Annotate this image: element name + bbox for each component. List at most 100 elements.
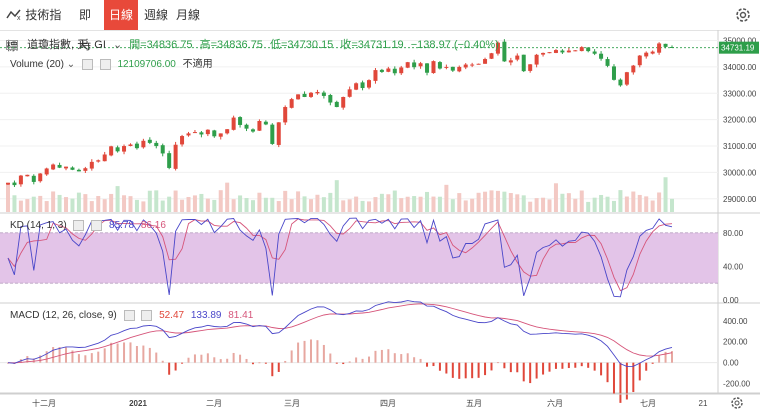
macd-close-icon[interactable] <box>141 310 153 321</box>
macd-histogram-bar <box>554 362 557 369</box>
volume-bar <box>302 196 307 212</box>
price-tick-label: 35000.00 <box>723 37 757 46</box>
macd-label[interactable]: MACD (12, 26, close, 9) <box>10 310 117 322</box>
kd-label[interactable]: KD (14, 1, 3) <box>10 220 67 232</box>
volume-bar <box>6 182 10 212</box>
macd-histogram-bar <box>58 347 61 363</box>
tab-weekly[interactable]: 週線 <box>144 8 169 22</box>
macd-histogram-bar <box>303 340 306 363</box>
candle-body <box>605 59 610 66</box>
macd-histogram-bar <box>477 362 480 378</box>
candle-body <box>154 142 159 147</box>
volume-bar <box>553 183 558 212</box>
candle-body <box>199 132 204 135</box>
volume-bar <box>541 197 546 212</box>
candle-body <box>128 144 133 146</box>
chevron-down-icon[interactable]: ⌄ <box>66 59 76 70</box>
macd-histogram-bar <box>65 347 68 363</box>
high-value: 高=34836.75 <box>199 39 263 51</box>
candle-body <box>173 144 178 169</box>
volume-bar <box>650 200 655 212</box>
macd-histogram-bar <box>200 354 203 363</box>
candle-body <box>18 175 23 185</box>
macd-histogram-bar <box>148 347 151 363</box>
candle-body <box>115 147 120 152</box>
volume-bar <box>399 198 404 212</box>
macd-histogram-bar <box>90 353 93 363</box>
candle-body <box>341 96 346 108</box>
candle-body <box>483 59 488 64</box>
x-tick-label: 二月 <box>206 399 222 408</box>
kd-settings-icon[interactable] <box>73 220 85 231</box>
macd-histogram-bar <box>619 362 622 403</box>
macd-histogram-bar <box>638 362 641 381</box>
candle-body <box>102 154 107 162</box>
kd-close-icon[interactable] <box>91 220 103 231</box>
candle-body <box>418 63 423 67</box>
macd-value-1: 52.47 <box>159 310 185 322</box>
macd-histogram-bar <box>393 353 396 363</box>
candle-body <box>425 63 430 73</box>
macd-histogram-bar <box>406 353 409 363</box>
macd-histogram-bar <box>522 362 525 382</box>
volume-close-icon[interactable] <box>99 58 111 70</box>
macd-histogram-bar <box>380 349 383 363</box>
macd-histogram-bar <box>239 354 242 363</box>
macd-value-2: 133.89 <box>190 310 222 322</box>
volume-bar <box>328 192 333 212</box>
candle-body <box>334 101 339 108</box>
x-tick-label: 21 <box>699 399 708 408</box>
macd-histogram-bar <box>496 362 499 364</box>
macd-histogram-bar <box>45 351 48 363</box>
macd-histogram-bar <box>297 342 300 363</box>
collapse-toggle[interactable] <box>6 40 18 51</box>
symbol-label[interactable]: 道瓊指數, 天, GI <box>27 39 106 51</box>
candle-body <box>489 53 494 59</box>
volume-bar <box>115 186 120 212</box>
macd-histogram-bar <box>174 362 177 371</box>
macd-tick-label: 200.00 <box>723 338 748 347</box>
volume-bar <box>354 196 359 212</box>
candle-body <box>631 65 636 73</box>
chart-canvas[interactable]: 35000.00 34000.00 33000.00 32000.00 31000.00… <box>0 30 760 415</box>
macd-legend: MACD (12, 26, close, 9) 52.47 133.89 81.… <box>10 310 253 321</box>
candle-body <box>611 66 616 80</box>
candle-body <box>134 143 139 149</box>
kd-k-line <box>7 217 673 298</box>
chart-grid <box>0 30 760 394</box>
macd-histogram-bar <box>361 358 364 363</box>
axis-settings-gear-icon[interactable] <box>731 397 743 409</box>
macd-settings-icon[interactable] <box>123 310 135 321</box>
macd-histogram-bar <box>374 350 377 363</box>
macd-histogram-bar <box>77 354 80 363</box>
volume-bar <box>528 201 533 212</box>
volume-settings-icon[interactable] <box>81 58 93 70</box>
volume-label[interactable]: Volume (20) <box>10 59 64 70</box>
macd-histogram-bar <box>258 362 261 364</box>
macd-histogram-bar <box>142 345 145 363</box>
macd-histogram-bar <box>606 362 609 383</box>
candle-body <box>457 66 462 72</box>
tab-monthly[interactable]: 月線 <box>176 8 201 22</box>
volume-bar <box>470 198 475 212</box>
volume-bar <box>386 194 391 212</box>
volume-bar <box>12 195 17 212</box>
kd-legend: KD (14, 1, 3) 85.78 86.16 <box>10 220 166 231</box>
tab-realtime[interactable]: 即時 <box>79 8 92 52</box>
volume-bar <box>57 194 62 212</box>
macd-histogram-bar <box>123 342 126 363</box>
macd-histogram-bar <box>219 359 222 363</box>
kd-tick-label: 40.00 <box>723 262 744 271</box>
indicators-button[interactable]: x 技術指標 <box>6 0 68 53</box>
volume-bar <box>405 196 410 212</box>
macd-tick-label: 0.00 <box>723 359 739 368</box>
chevron-down-icon[interactable]: ⌄ <box>112 39 123 51</box>
tab-daily[interactable]: 日線 <box>104 0 138 30</box>
candle-body <box>270 124 275 144</box>
volume-bar <box>566 193 571 212</box>
candle-body <box>566 50 571 53</box>
macd-histogram-bar <box>271 362 274 377</box>
settings-gear-icon[interactable] <box>734 6 752 24</box>
macd-histogram-bar <box>7 362 9 364</box>
volume-value: 12109706.00 <box>117 59 176 70</box>
